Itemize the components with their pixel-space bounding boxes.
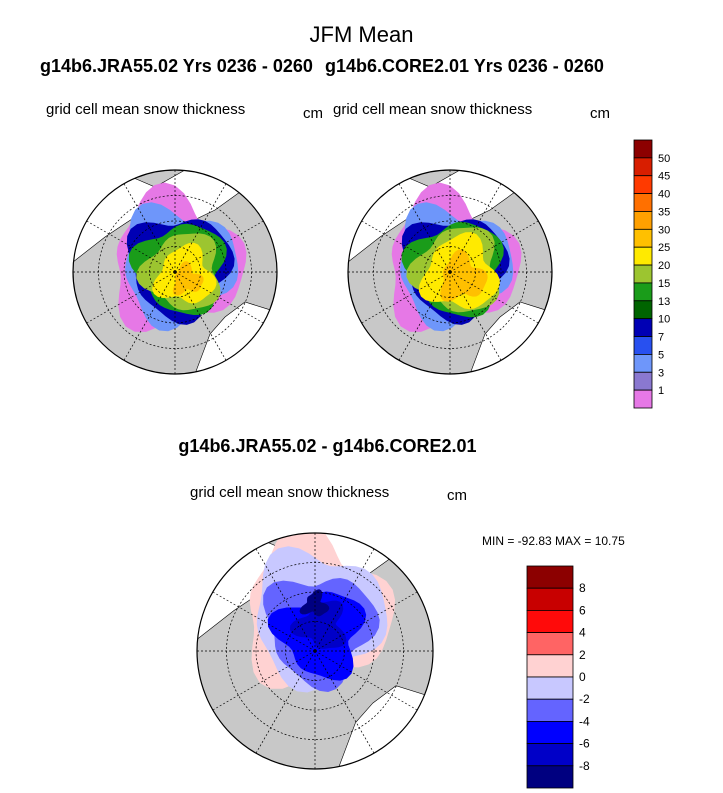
colorbar-tick-label: 25 [658, 242, 670, 254]
meridian-line [449, 220, 539, 273]
colorbar-swatch [526, 610, 574, 634]
colorbar-swatch [633, 228, 653, 248]
left-panel-subtitle: grid cell mean snow thickness [46, 101, 246, 118]
colorbar-tick-label: 0 [579, 670, 586, 684]
colorbar-tick-label: -8 [579, 759, 590, 773]
map-boundary [347, 169, 553, 375]
colorbar-swatch [633, 139, 653, 159]
colorbar-tick-label: 45 [658, 171, 670, 183]
colorbar-tick-label: 2 [579, 648, 586, 662]
colorbar-tick-label: 7 [658, 332, 664, 344]
colorbar-swatch [526, 743, 574, 767]
right-panel-header: g14b6.CORE2.01 Yrs 0236 - 0260 [325, 56, 604, 76]
colorbar-swatch [526, 632, 574, 656]
colorbar-swatch [633, 157, 653, 177]
map-content [197, 533, 433, 769]
colorbar-tick-label: 35 [658, 206, 670, 218]
meridian-line [174, 183, 227, 273]
right-polar-map [347, 169, 553, 375]
colorbar-tick-label: 10 [658, 314, 670, 326]
colorbar-swatch [526, 698, 574, 722]
colorbar-swatch [526, 565, 574, 589]
colorbar-tick-label: 1 [658, 385, 664, 397]
latitude-line [255, 591, 375, 711]
right-panel-subtitle: grid cell mean snow thickness [333, 101, 533, 118]
meridian-line [398, 183, 451, 273]
difference-units: cm [447, 487, 467, 504]
difference-title: g14b6.JRA55.02 - g14b6.CORE2.01 [178, 436, 477, 456]
difference-polar-map [196, 532, 434, 770]
map-content [73, 170, 277, 374]
colorbar-swatch [633, 211, 653, 230]
colorbar-tick-label: 50 [658, 153, 670, 165]
map-content [348, 170, 552, 374]
meridian-line [449, 271, 502, 361]
difference-subtitle: grid cell mean snow thickness [190, 484, 390, 501]
colorbar-tick-label: 6 [579, 603, 586, 617]
colorbar-tick-label: 13 [658, 296, 670, 308]
sea-ice-contour [172, 261, 204, 296]
latitude-line [398, 220, 502, 324]
colorbar-tick-label: 3 [658, 367, 664, 379]
left-polar-map [72, 169, 278, 375]
colorbar-tick-label: 15 [658, 278, 670, 290]
meridian-line [361, 271, 451, 324]
sea-ice-contour [299, 589, 330, 617]
colorbar-tick-label: 5 [658, 349, 664, 361]
colorbar-swatch [633, 300, 653, 320]
meridian-line [123, 271, 176, 361]
latitude-line [123, 220, 227, 324]
colorbar-tick-label: -4 [579, 714, 590, 728]
meridian-line [86, 220, 176, 273]
colorbar-swatch [526, 654, 574, 678]
land-mass [489, 170, 541, 178]
sea-ice-contour [289, 600, 347, 649]
meridian-line [398, 271, 451, 361]
colorbar-swatch [633, 175, 653, 195]
sea-ice-contour [440, 249, 488, 302]
land-mass [361, 533, 420, 542]
colorbar-swatch [633, 389, 653, 409]
colorbar-swatch [633, 193, 653, 212]
colorbar-swatch [633, 336, 653, 355]
map-boundary [196, 532, 434, 770]
colorbar-swatch [526, 765, 574, 789]
right-panel-units: cm [590, 105, 610, 122]
colorbar-swatch [526, 587, 574, 611]
colorbar-swatch [526, 720, 574, 744]
colorbar-tick-label: 30 [658, 224, 670, 236]
meridian-line [174, 220, 264, 273]
colorbar-swatch [633, 371, 653, 391]
colorbar-swatch [633, 246, 653, 266]
land-mass [214, 170, 266, 178]
difference-minmax: MIN = -92.83 MAX = 10.75 [482, 534, 625, 548]
colorbar-swatch [633, 353, 653, 373]
thickness-colorbar: 50 45 40 35 30 25 20 15 13 10 7 5 3 1 [633, 139, 670, 409]
meridian-line [449, 183, 502, 273]
colorbar-tick-label: 4 [579, 626, 586, 640]
meridian-line [174, 271, 227, 361]
meridian-line [449, 271, 539, 324]
colorbar-swatch [633, 264, 653, 284]
map-boundary [72, 169, 278, 375]
colorbar-swatch [526, 676, 574, 700]
left-panel-units: cm [303, 105, 323, 122]
colorbar-tick-label: 8 [579, 581, 586, 595]
colorbar-swatch [633, 318, 653, 337]
left-panel-header: g14b6.JRA55.02 Yrs 0236 - 0260 [40, 56, 313, 76]
colorbar-tick-label: 20 [658, 260, 670, 272]
meridian-line [123, 183, 176, 273]
meridian-line [361, 220, 451, 273]
colorbar-tick-label: -2 [579, 692, 590, 706]
meridian-line [86, 271, 176, 324]
colorbar-tick-label: -6 [579, 737, 590, 751]
colorbar-swatch [633, 282, 653, 302]
colorbar-tick-label: 40 [658, 189, 670, 201]
meridian-line [174, 271, 264, 324]
figure-title: JFM Mean [309, 22, 414, 47]
difference-colorbar: 8 6 4 2 0 -2 -4 -6 -8 [526, 565, 590, 789]
